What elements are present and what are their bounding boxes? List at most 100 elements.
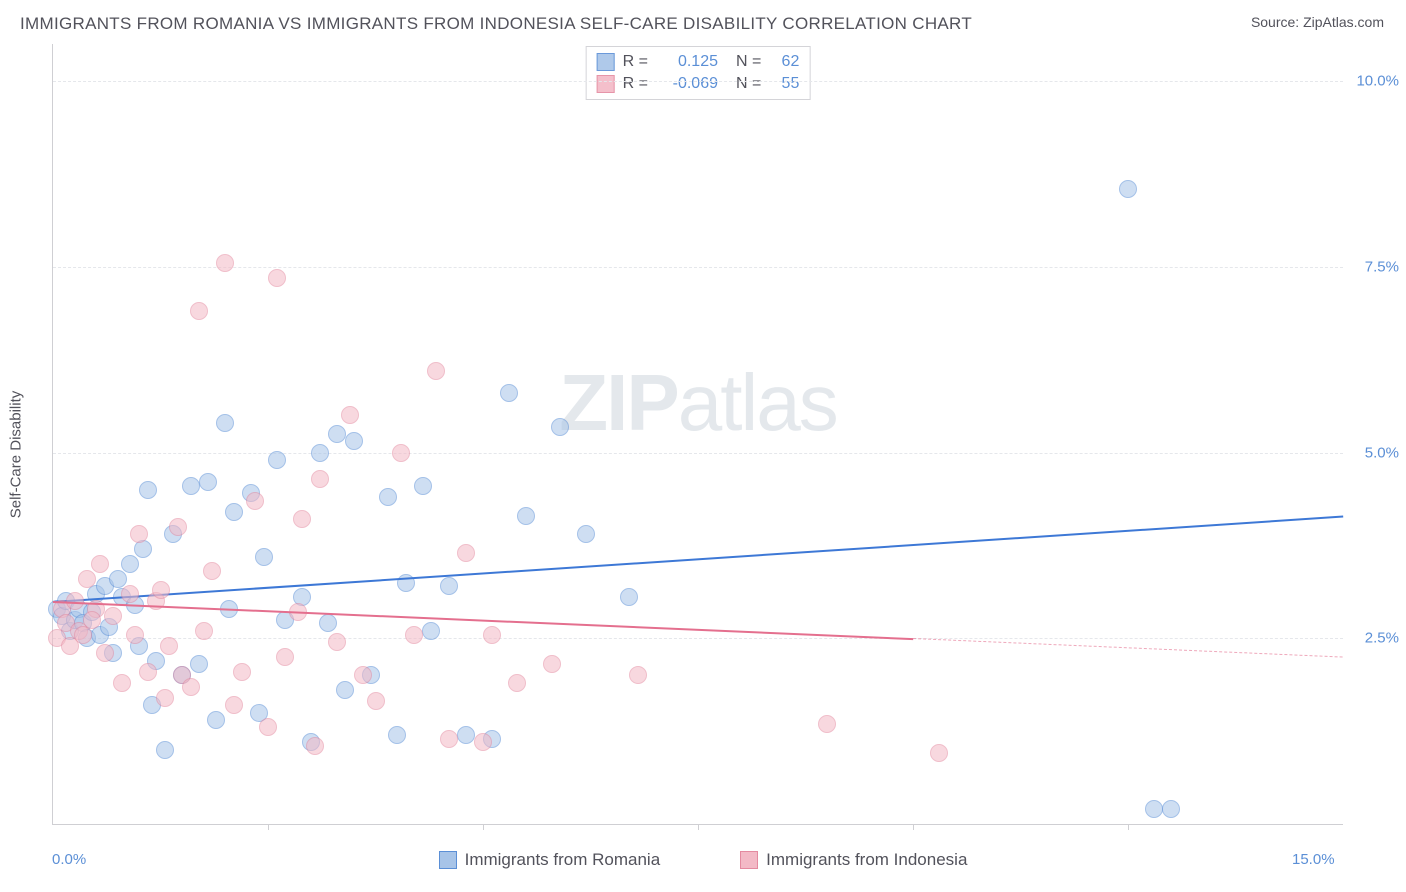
scatter-point-indonesia	[96, 644, 114, 662]
bottom-legend-item-romania: Immigrants from Romania	[439, 850, 661, 870]
gridline	[53, 267, 1343, 268]
legend-r-value: -0.069	[656, 73, 718, 95]
scatter-point-indonesia	[104, 607, 122, 625]
bottom-legend-item-indonesia: Immigrants from Indonesia	[740, 850, 967, 870]
x-tick-label: 0.0%	[52, 851, 86, 868]
scatter-point-romania	[216, 414, 234, 432]
y-tick-label: 5.0%	[1365, 444, 1399, 461]
scatter-point-romania	[225, 503, 243, 521]
y-tick-label: 7.5%	[1365, 258, 1399, 275]
legend-row-indonesia: R =-0.069N =55	[597, 73, 800, 95]
chart-title: IMMIGRANTS FROM ROMANIA VS IMMIGRANTS FR…	[20, 14, 972, 34]
scatter-point-indonesia	[126, 626, 144, 644]
x-tick	[913, 824, 914, 830]
scatter-point-romania	[345, 432, 363, 450]
scatter-point-romania	[156, 741, 174, 759]
scatter-point-indonesia	[195, 622, 213, 640]
scatter-point-indonesia	[328, 633, 346, 651]
scatter-point-indonesia	[190, 302, 208, 320]
scatter-point-indonesia	[169, 518, 187, 536]
scatter-point-indonesia	[474, 733, 492, 751]
x-tick	[268, 824, 269, 830]
bottom-legend-label: Immigrants from Indonesia	[766, 850, 967, 870]
y-tick-label: 10.0%	[1356, 73, 1399, 90]
scatter-point-romania	[577, 525, 595, 543]
scatter-point-romania	[121, 555, 139, 573]
y-axis-label: Self-Care Disability	[8, 391, 25, 519]
scatter-point-romania	[109, 570, 127, 588]
scatter-point-indonesia	[113, 674, 131, 692]
scatter-point-romania	[268, 451, 286, 469]
scatter-point-indonesia	[508, 674, 526, 692]
gridline	[53, 81, 1343, 82]
scatter-point-romania	[182, 477, 200, 495]
x-tick	[698, 824, 699, 830]
scatter-point-romania	[397, 574, 415, 592]
scatter-point-indonesia	[427, 362, 445, 380]
legend-r-value: 0.125	[656, 51, 718, 73]
scatter-point-romania	[457, 726, 475, 744]
watermark-prefix: ZIP	[559, 358, 677, 447]
legend-n-value: 62	[769, 51, 799, 73]
x-tick	[1128, 824, 1129, 830]
scatter-point-indonesia	[543, 655, 561, 673]
scatter-point-indonesia	[818, 715, 836, 733]
scatter-point-indonesia	[233, 663, 251, 681]
scatter-point-romania	[414, 477, 432, 495]
scatter-point-indonesia	[483, 626, 501, 644]
legend-n-value: 55	[769, 73, 799, 95]
trend-line-dashed-indonesia	[913, 638, 1343, 658]
scatter-point-indonesia	[160, 637, 178, 655]
scatter-point-romania	[336, 681, 354, 699]
legend-n-label: N =	[736, 73, 761, 95]
scatter-point-indonesia	[216, 254, 234, 272]
scatter-point-indonesia	[293, 510, 311, 528]
scatter-point-indonesia	[203, 562, 221, 580]
scatter-point-romania	[551, 418, 569, 436]
scatter-point-indonesia	[440, 730, 458, 748]
scatter-point-indonesia	[139, 663, 157, 681]
watermark: ZIPatlas	[559, 357, 836, 449]
y-tick-label: 2.5%	[1365, 630, 1399, 647]
scatter-point-romania	[311, 444, 329, 462]
x-tick-label: 15.0%	[1292, 851, 1335, 868]
scatter-point-indonesia	[405, 626, 423, 644]
scatter-point-indonesia	[930, 744, 948, 762]
scatter-point-romania	[1145, 800, 1163, 818]
scatter-point-indonesia	[367, 692, 385, 710]
scatter-point-indonesia	[259, 718, 277, 736]
scatter-point-indonesia	[392, 444, 410, 462]
scatter-point-indonesia	[78, 570, 96, 588]
legend-swatch	[597, 53, 615, 71]
scatter-point-romania	[190, 655, 208, 673]
scatter-point-indonesia	[246, 492, 264, 510]
scatter-point-indonesia	[91, 555, 109, 573]
legend-n-label: N =	[736, 51, 761, 73]
legend-row-romania: R = 0.125 N = 62	[597, 51, 800, 73]
legend-box: R = 0.125 N = 62R = -0.069 N = 55	[586, 46, 811, 100]
x-tick	[483, 824, 484, 830]
scatter-point-romania	[328, 425, 346, 443]
scatter-point-romania	[220, 600, 238, 618]
legend-r-label: R =	[623, 51, 648, 73]
scatter-point-romania	[1119, 180, 1137, 198]
plot-area: ZIPatlas R =0.125N =62R =-0.069N =55 2.5…	[52, 44, 1343, 825]
scatter-point-romania	[139, 481, 157, 499]
scatter-point-indonesia	[152, 581, 170, 599]
scatter-point-romania	[440, 577, 458, 595]
scatter-point-indonesia	[457, 544, 475, 562]
scatter-point-indonesia	[83, 611, 101, 629]
scatter-point-indonesia	[354, 666, 372, 684]
scatter-point-indonesia	[121, 585, 139, 603]
gridline	[53, 453, 1343, 454]
scatter-point-romania	[199, 473, 217, 491]
scatter-point-romania	[620, 588, 638, 606]
scatter-point-romania	[255, 548, 273, 566]
scatter-point-indonesia	[156, 689, 174, 707]
legend-swatch	[439, 851, 457, 869]
watermark-suffix: atlas	[678, 358, 837, 447]
scatter-point-romania	[517, 507, 535, 525]
scatter-point-indonesia	[629, 666, 647, 684]
scatter-point-indonesia	[130, 525, 148, 543]
scatter-point-romania	[379, 488, 397, 506]
